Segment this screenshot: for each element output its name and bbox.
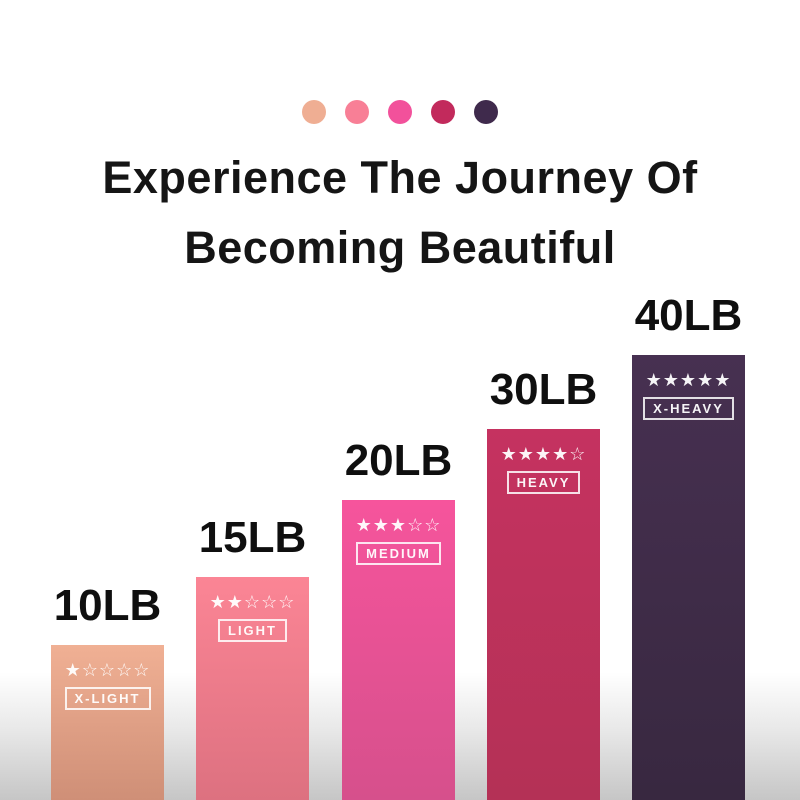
band-bar: ★★★☆☆ MEDIUM	[342, 500, 455, 800]
star-rating: ★★★★☆	[500, 444, 587, 464]
weight-label: 15LB	[198, 513, 307, 562]
title-line-1: Experience The Journey Of	[102, 152, 698, 203]
star-rating: ★★★☆☆	[355, 515, 442, 535]
resistance-tag: HEAVY	[506, 471, 581, 494]
bar-group-10lb: 10LB ★☆☆☆☆ X-LIGHT	[51, 583, 164, 800]
band-bar: ★☆☆☆☆ X-LIGHT	[51, 645, 164, 800]
color-dots-row	[0, 100, 800, 124]
bar-group-15lb: 15LB ★★☆☆☆ LIGHT	[196, 515, 309, 800]
star-rating: ★★☆☆☆	[209, 592, 296, 612]
weight-label: 40LB	[634, 291, 743, 340]
weight-label: 30LB	[489, 365, 598, 414]
heavy-dot-icon	[431, 100, 455, 124]
star-rating: ★★★★★	[645, 370, 732, 390]
band-bar: ★★★★☆ HEAVY	[487, 429, 600, 800]
bar-group-40lb: 40LB ★★★★★ X-HEAVY	[632, 293, 745, 800]
page-title: Experience The Journey Of Becoming Beaut…	[0, 143, 800, 283]
light-dot-icon	[345, 100, 369, 124]
resistance-tag: X-HEAVY	[643, 397, 734, 420]
weight-label: 20LB	[344, 436, 453, 485]
resistance-tag: X-LIGHT	[64, 687, 151, 710]
weight-label: 10LB	[53, 581, 162, 630]
resistance-tag: LIGHT	[218, 619, 287, 642]
x-light-dot-icon	[302, 100, 326, 124]
x-heavy-dot-icon	[474, 100, 498, 124]
band-bar: ★★☆☆☆ LIGHT	[196, 577, 309, 800]
bar-group-30lb: 30LB ★★★★☆ HEAVY	[487, 367, 600, 800]
resistance-tag: MEDIUM	[356, 542, 441, 565]
title-line-2: Becoming Beautiful	[184, 222, 616, 273]
bar-group-20lb: 20LB ★★★☆☆ MEDIUM	[342, 438, 455, 800]
medium-dot-icon	[388, 100, 412, 124]
star-rating: ★☆☆☆☆	[64, 660, 151, 680]
band-bar: ★★★★★ X-HEAVY	[632, 355, 745, 800]
